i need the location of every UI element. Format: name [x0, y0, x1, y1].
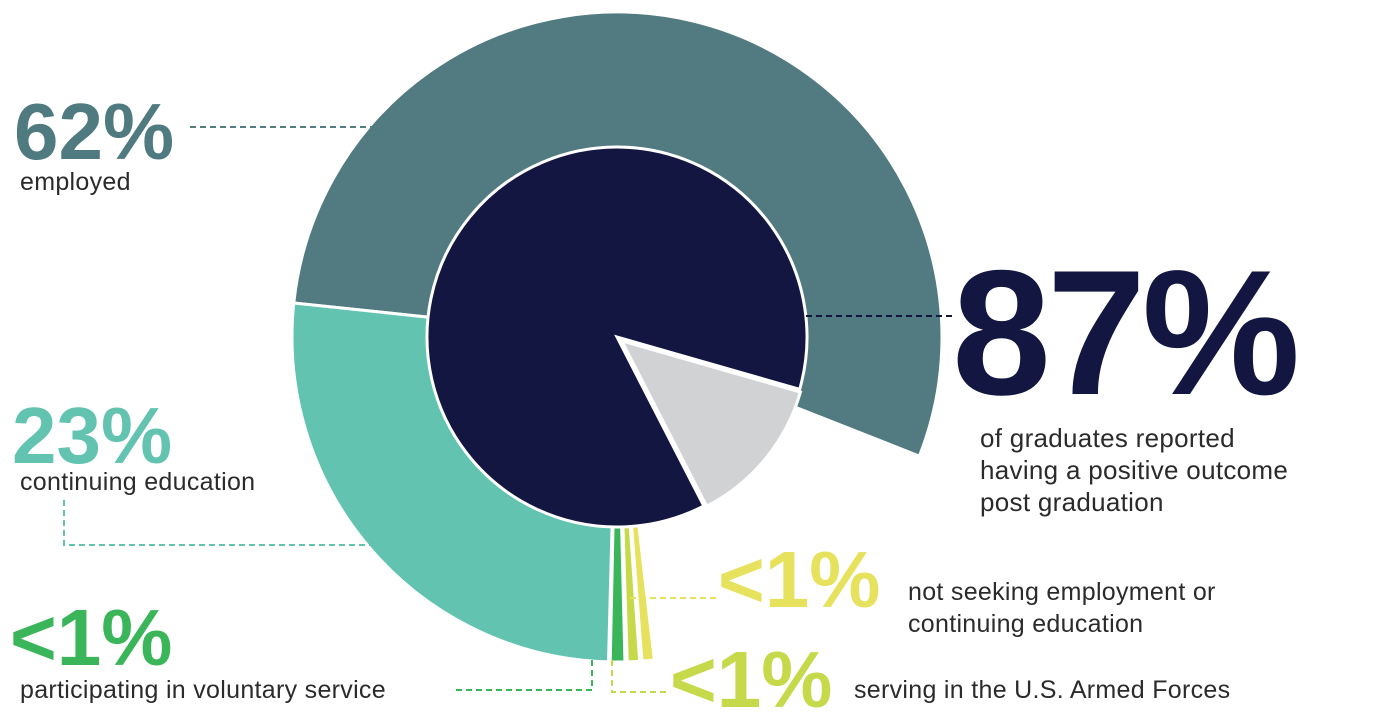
- inner-slice-other: [618, 338, 803, 509]
- leader-lines: [63, 126, 955, 693]
- continuing-education-caption: continuing education: [20, 468, 256, 496]
- leader-armed-forces: [611, 660, 668, 693]
- employed-percent: 62%: [14, 87, 175, 176]
- not-seeking-caption: not seeking employment or continuing edu…: [908, 576, 1308, 640]
- inner-pie: [425, 145, 809, 529]
- voluntary-service-percent: <1%: [10, 593, 173, 682]
- headline-caption-line-3: post graduation: [980, 487, 1164, 517]
- not-seeking-percent: <1%: [718, 535, 881, 624]
- headline-caption-line-1: of graduates reported: [980, 423, 1235, 453]
- continuing-education-percent: 23%: [12, 391, 173, 480]
- headline-caption-line-2: having a positive outcome: [980, 455, 1289, 485]
- armed-forces-percent: <1%: [670, 635, 833, 724]
- not-seeking-caption-text: not seeking employment or continuing edu…: [908, 578, 1216, 638]
- employed-caption: employed: [20, 168, 131, 196]
- positive-outcome-percent: 87%: [952, 233, 1300, 432]
- leader-continuing-education: [63, 500, 372, 546]
- outcomes-donut-chart: [63, 10, 955, 693]
- voluntary-service-caption: participating in voluntary service: [20, 676, 386, 704]
- leader-voluntary-service: [455, 660, 593, 691]
- inner-slice-positive-outcome: [425, 145, 809, 529]
- armed-forces-caption: serving in the U.S. Armed Forces: [854, 676, 1231, 704]
